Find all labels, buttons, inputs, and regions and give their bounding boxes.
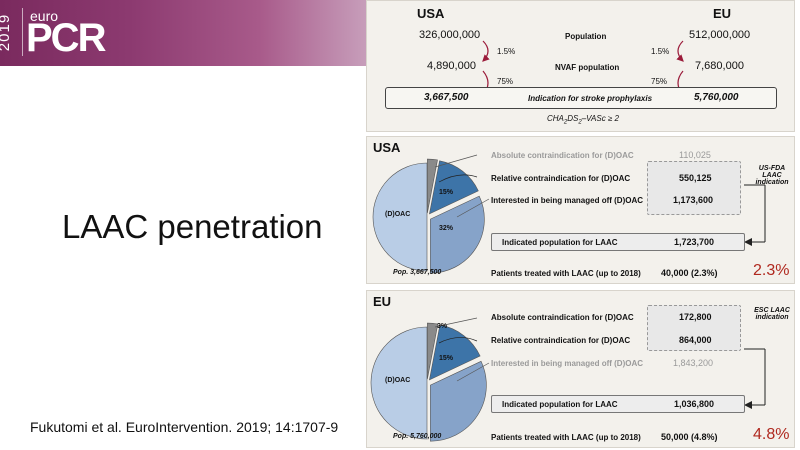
eu-row-absolute-label: Absolute contraindication for (D)OAC (491, 313, 634, 322)
eu-side-note: ESC LAAC indication (754, 307, 790, 321)
eu-leader-relative (438, 337, 478, 344)
logo-euro-text: euro (30, 8, 59, 24)
usa-side-note: US-FDA LAAC indication (755, 165, 789, 186)
usa-pie-slices (372, 158, 485, 274)
eu-population: 512,000,000 (689, 29, 751, 41)
usa-panel-header: USA (373, 140, 401, 155)
usa-leader-absolute (434, 154, 478, 168)
logo-divider (22, 8, 23, 56)
eu-indicated-box: Indicated population for LAAC 1,036,800 (491, 395, 745, 413)
logo-year: 2019 (0, 13, 14, 52)
usa-pie-slice-absolute (427, 158, 438, 214)
population-label: Population (565, 32, 607, 41)
usa-row-relative-label: Relative contraindication for (D)OAC (491, 174, 631, 183)
usa-pie-slice-interested (430, 195, 485, 274)
usa-row-relative-value: 550,125 (679, 173, 712, 183)
eu-pie-label-relative: 15% (439, 355, 454, 362)
usa-pie-slice-main (372, 162, 428, 272)
eu-row-interested-label: Interested in being managed off (D)OAC (491, 359, 644, 368)
usa-treated-value: 40,000 (2.3%) (661, 268, 718, 278)
eu-pie-chart (370, 317, 766, 442)
logo-pcr-text: PCR (26, 16, 106, 60)
eu-panel: EU 3% (D)OAC 15% Pop. 5,760,000 Absolute… (366, 290, 795, 448)
header-banner: 2019 euro PCR (0, 0, 370, 66)
usa-pct-2: 75% (497, 77, 514, 86)
slide-title: LAAC penetration (62, 208, 323, 245)
eu-column-header: EU (713, 6, 732, 21)
eu-pct-2: 75% (651, 77, 668, 86)
usa-pie-chart (372, 154, 766, 274)
usa-row-absolute-label: Absolute contraindication for (D)OAC (491, 151, 634, 160)
citation: Fukutomi et al. EuroIntervention. 2019; … (30, 419, 339, 435)
usa-treated-label: Patients treated with LAAC (up to 2018) (491, 269, 641, 278)
indication-box: 3,667,500 Indication for stroke prophyla… (385, 87, 777, 109)
eu-row-relative-label: Relative contraindication for (D)OAC (491, 336, 631, 345)
usa-column-header: USA (417, 6, 445, 21)
usa-arrow-1 (482, 40, 490, 62)
eu-row-relative-value: 864,000 (679, 335, 712, 345)
usa-pct-1: 1.5% (497, 47, 516, 56)
usa-pie-label-interested: 32% (439, 225, 454, 232)
eu-pie-slice-interested (430, 360, 487, 442)
usa-leader-relative (438, 174, 478, 183)
usa-indicated-label: Indicated population for LAAC (502, 238, 618, 247)
usa-penetration: 2.3% (753, 262, 790, 279)
eu-row-interested-value: 1,843,200 (673, 358, 714, 368)
nvaf-label: NVAF population (555, 63, 620, 72)
eu-pct-1: 1.5% (651, 47, 670, 56)
usa-pop-label: Pop. 3,667,500 (393, 269, 442, 276)
eu-nvaf: 7,680,000 (695, 60, 744, 72)
eu-leader-interested (456, 362, 490, 382)
eu-arrow-1 (676, 40, 684, 62)
usa-row-absolute-value: 110,025 (679, 150, 711, 160)
eu-penetration: 4.8% (753, 426, 790, 443)
eu-leader-absolute (434, 317, 478, 328)
eu-indicated-value: 1,036,800 (674, 399, 715, 409)
usa-pie-slice-relative (429, 160, 479, 215)
eu-pie-label-absolute: 3% (437, 323, 448, 330)
score-criterion: CHA2DS2–VASc ≥ 2 (547, 114, 620, 126)
eu-values-box (647, 305, 741, 351)
eu-pie-slice-absolute (427, 322, 439, 380)
eu-row-absolute-value: 172,800 (679, 312, 712, 322)
usa-indicated-box: Indicated population for LAAC 1,723,700 (491, 233, 745, 251)
population-flow-panel: USA EU 326,000,000 Population 512,000,00… (366, 0, 795, 132)
usa-population: 326,000,000 (419, 29, 481, 41)
eu-indication: 5,760,000 (694, 92, 739, 103)
eu-treated-value: 50,000 (4.8%) (661, 432, 718, 442)
eu-pie-slice-relative (429, 324, 481, 381)
eu-pie-slices (370, 322, 487, 442)
usa-nvaf: 4,890,000 (427, 60, 476, 72)
eu-treated-label: Patients treated with LAAC (up to 2018) (491, 433, 641, 442)
usa-leader-interested (456, 198, 490, 218)
usa-values-box (647, 161, 741, 215)
usa-panel: USA (D)OAC 15% 32% Pop. 3,667,500 Absolu… (366, 136, 795, 284)
indication-label: Indication for stroke prophylaxis (528, 94, 653, 103)
eu-indicated-label: Indicated population for LAAC (502, 400, 618, 409)
usa-pie-label-relative: 15% (439, 189, 454, 196)
eu-pop-label: Pop. 5,760,000 (393, 433, 442, 440)
usa-row-interested-label: Interested in being managed off (D)OAC (491, 196, 644, 205)
usa-indicated-value: 1,723,700 (674, 237, 715, 247)
usa-indication: 3,667,500 (424, 92, 469, 103)
eu-panel-header: EU (373, 294, 392, 309)
eu-pie-label-main: (D)OAC (385, 377, 411, 384)
usa-pie-label-main: (D)OAC (385, 211, 411, 218)
usa-row-interested-value: 1,173,600 (673, 195, 714, 205)
eu-pie-slice-main (370, 326, 428, 440)
